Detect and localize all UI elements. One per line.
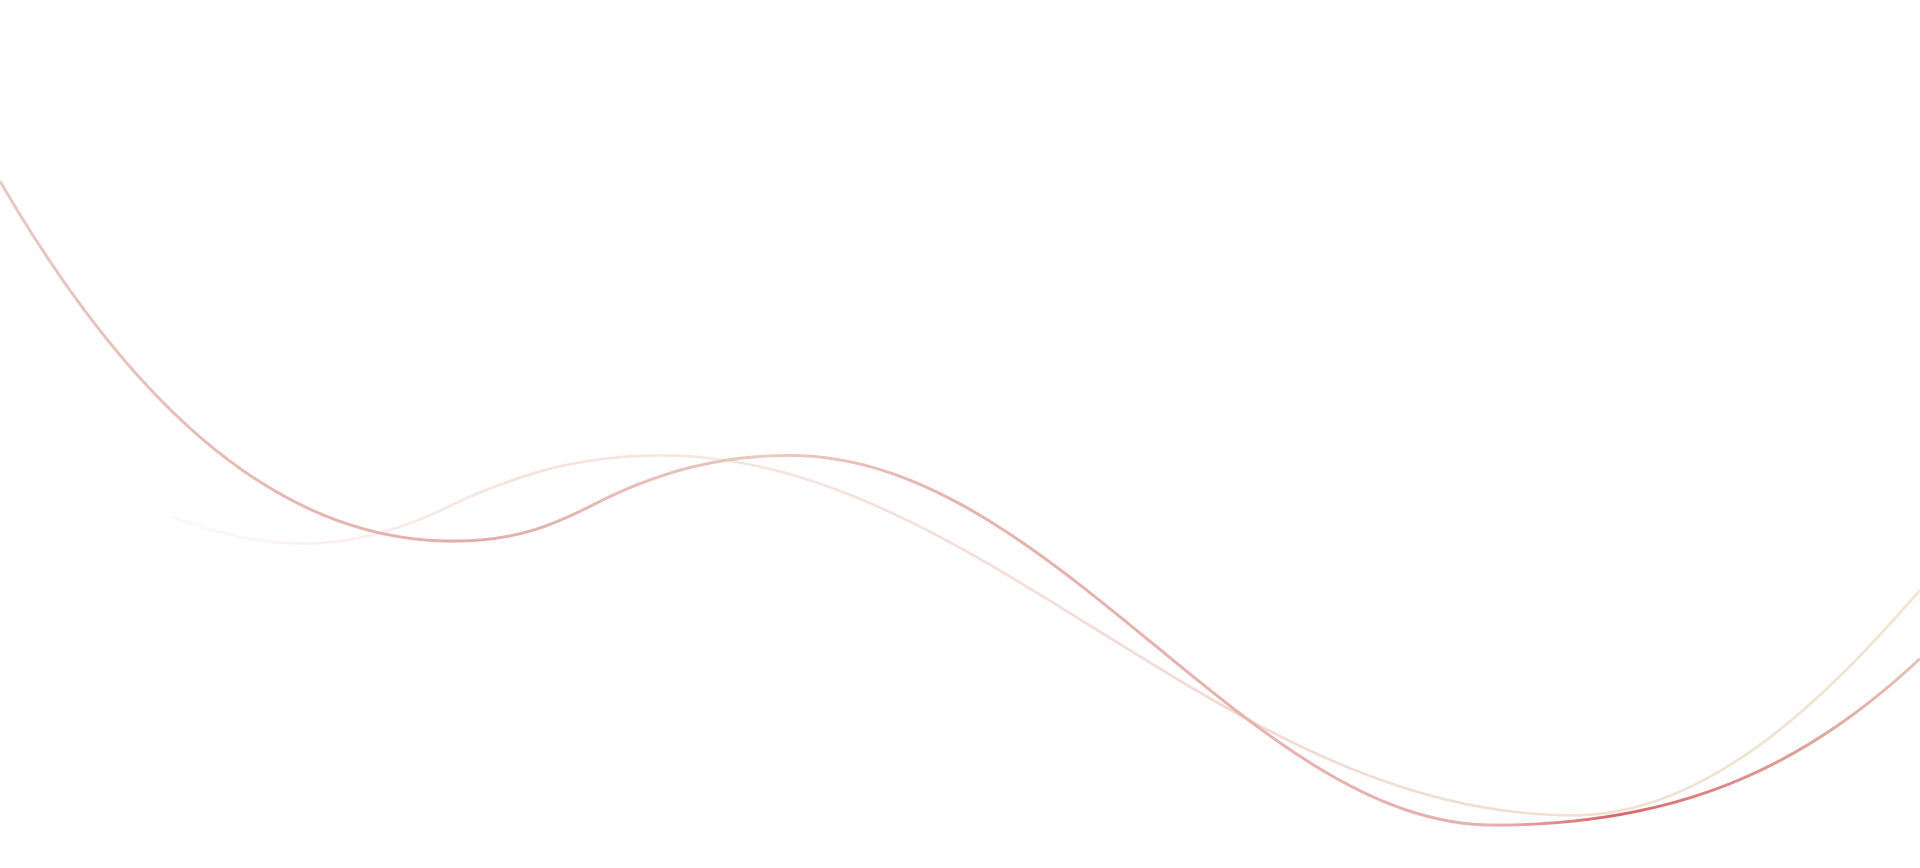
wave-line — [0, 180, 1920, 827]
wave-line-light — [170, 454, 1920, 817]
